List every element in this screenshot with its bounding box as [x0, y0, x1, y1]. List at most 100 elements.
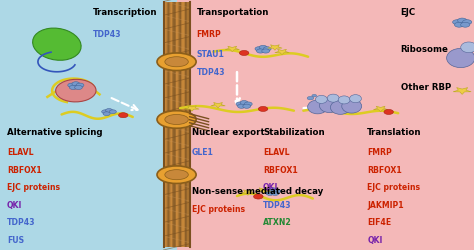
- Bar: [173, 2, 176, 248]
- Text: Translation: Translation: [367, 128, 422, 136]
- Text: EJC proteins: EJC proteins: [367, 182, 420, 192]
- Circle shape: [258, 107, 268, 112]
- Circle shape: [264, 48, 271, 52]
- Text: ELAVL: ELAVL: [7, 148, 34, 156]
- Circle shape: [312, 95, 317, 98]
- Text: Ribosome: Ribosome: [401, 45, 448, 54]
- Circle shape: [237, 105, 246, 109]
- Ellipse shape: [157, 166, 196, 184]
- Ellipse shape: [327, 95, 339, 103]
- Ellipse shape: [55, 80, 96, 102]
- Polygon shape: [374, 107, 388, 112]
- Polygon shape: [185, 106, 199, 112]
- Circle shape: [68, 84, 75, 88]
- Ellipse shape: [319, 100, 339, 113]
- Circle shape: [103, 112, 110, 116]
- Text: GLE1: GLE1: [192, 148, 214, 156]
- Text: TDP43: TDP43: [197, 68, 225, 76]
- Ellipse shape: [316, 96, 327, 104]
- Bar: [167, 2, 169, 248]
- Circle shape: [109, 110, 117, 114]
- Circle shape: [264, 189, 272, 194]
- Ellipse shape: [461, 43, 474, 54]
- Text: QKI: QKI: [7, 200, 22, 209]
- Circle shape: [262, 50, 270, 54]
- Ellipse shape: [157, 111, 196, 129]
- Ellipse shape: [157, 54, 196, 71]
- Bar: [182, 2, 185, 248]
- Text: Transportation: Transportation: [197, 8, 269, 16]
- Circle shape: [307, 97, 314, 100]
- Circle shape: [118, 113, 128, 118]
- Circle shape: [256, 50, 264, 54]
- Text: Transcription: Transcription: [92, 8, 157, 16]
- Bar: [180, 2, 182, 248]
- Bar: [174, 2, 177, 248]
- Text: Non-sense mediated decay: Non-sense mediated decay: [192, 186, 323, 195]
- Circle shape: [243, 105, 251, 109]
- Bar: [173, 2, 175, 248]
- Ellipse shape: [308, 100, 328, 114]
- Bar: [164, 2, 166, 248]
- Polygon shape: [225, 47, 239, 52]
- Text: TDP43: TDP43: [7, 218, 36, 226]
- Bar: [179, 2, 182, 248]
- Bar: [172, 2, 174, 248]
- Text: TDP43: TDP43: [263, 200, 292, 209]
- Text: EJC: EJC: [401, 8, 416, 16]
- Circle shape: [245, 102, 252, 107]
- Bar: [169, 2, 172, 248]
- Bar: [171, 2, 173, 248]
- Polygon shape: [453, 88, 471, 95]
- Circle shape: [384, 110, 393, 115]
- Circle shape: [273, 189, 281, 194]
- Bar: [184, 2, 187, 248]
- Ellipse shape: [447, 49, 474, 68]
- Circle shape: [101, 110, 109, 114]
- Bar: [187, 2, 190, 248]
- Ellipse shape: [342, 100, 362, 114]
- Bar: [181, 2, 183, 248]
- Bar: [176, 2, 179, 248]
- Circle shape: [74, 86, 82, 90]
- Circle shape: [72, 82, 80, 86]
- Text: ATXN2: ATXN2: [263, 218, 292, 226]
- Text: RBFOX1: RBFOX1: [367, 165, 402, 174]
- Bar: [170, 2, 173, 248]
- Circle shape: [255, 48, 263, 52]
- Bar: [185, 2, 188, 248]
- Text: EJC proteins: EJC proteins: [7, 182, 60, 192]
- Bar: [168, 2, 170, 248]
- Circle shape: [455, 23, 464, 28]
- Polygon shape: [211, 103, 225, 108]
- Polygon shape: [256, 188, 271, 194]
- Ellipse shape: [165, 170, 188, 180]
- Circle shape: [254, 194, 263, 199]
- Text: JAKMIP1: JAKMIP1: [367, 200, 404, 209]
- Bar: [166, 2, 169, 248]
- Bar: [176, 2, 178, 248]
- Circle shape: [240, 101, 248, 105]
- Bar: [165, 2, 168, 248]
- Bar: [178, 2, 181, 248]
- Bar: [164, 2, 167, 248]
- Circle shape: [463, 20, 472, 25]
- Text: EJC proteins: EJC proteins: [192, 204, 245, 213]
- Circle shape: [461, 23, 470, 28]
- Bar: [183, 2, 185, 248]
- Circle shape: [266, 192, 274, 196]
- Text: Nuclear export: Nuclear export: [192, 128, 264, 136]
- Ellipse shape: [330, 101, 350, 115]
- Text: Stabilization: Stabilization: [263, 128, 325, 136]
- Text: QKI: QKI: [367, 235, 383, 244]
- Circle shape: [259, 46, 267, 50]
- Text: TDP43: TDP43: [92, 30, 121, 39]
- Bar: [186, 2, 189, 248]
- Text: ELAVL: ELAVL: [263, 148, 290, 156]
- Text: EIF4E: EIF4E: [367, 218, 392, 226]
- Text: FUS: FUS: [7, 235, 24, 244]
- Bar: [175, 2, 177, 248]
- Text: Other RBP: Other RBP: [401, 82, 451, 92]
- Circle shape: [271, 192, 279, 196]
- Bar: [182, 2, 184, 248]
